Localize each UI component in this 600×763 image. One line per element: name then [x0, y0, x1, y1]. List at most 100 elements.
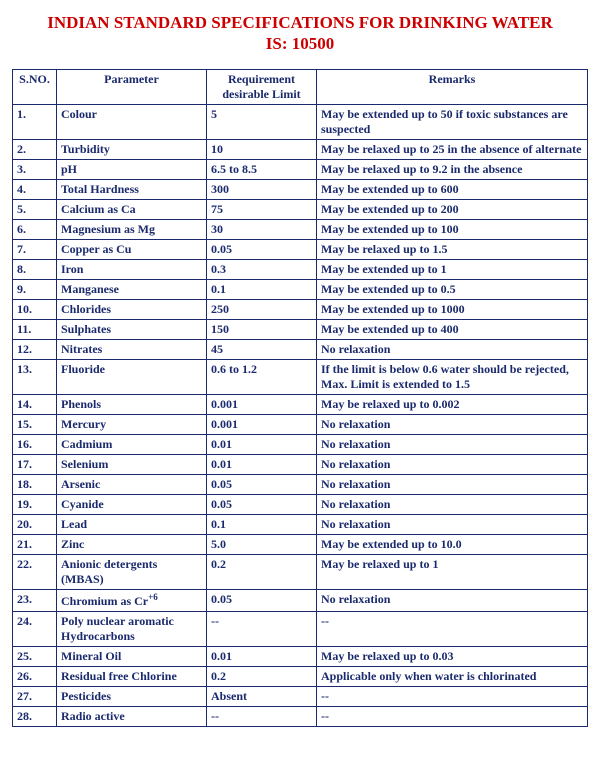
cell-parameter: Lead [57, 514, 207, 534]
cell-requirement: 0.2 [207, 666, 317, 686]
cell-requirement: 0.1 [207, 279, 317, 299]
cell-requirement: 0.05 [207, 589, 317, 611]
cell-requirement: 5 [207, 104, 317, 139]
cell-parameter: Fluoride [57, 359, 207, 394]
cell-remarks: May be extended up to 1000 [317, 299, 588, 319]
cell-remarks: May be extended up to 200 [317, 199, 588, 219]
cell-parameter: Zinc [57, 534, 207, 554]
table-row: 17.Selenium0.01No relaxation [13, 454, 588, 474]
cell-remarks: May be extended up to 600 [317, 179, 588, 199]
cell-sno: 8. [13, 259, 57, 279]
cell-remarks: No relaxation [317, 434, 588, 454]
table-row: 15.Mercury0.001No relaxation [13, 414, 588, 434]
cell-remarks: No relaxation [317, 514, 588, 534]
cell-requirement: 0.2 [207, 554, 317, 589]
table-header-row: S.NO. Parameter Requirement desirable Li… [13, 69, 588, 104]
table-row: 19.Cyanide0.05No relaxation [13, 494, 588, 514]
cell-sno: 2. [13, 139, 57, 159]
cell-remarks: No relaxation [317, 339, 588, 359]
cell-parameter: Poly nuclear aromatic Hydrocarbons [57, 611, 207, 646]
cell-parameter: Mineral Oil [57, 646, 207, 666]
cell-remarks: May be relaxed up to 25 in the absence o… [317, 139, 588, 159]
cell-parameter: Copper as Cu [57, 239, 207, 259]
cell-parameter: Cyanide [57, 494, 207, 514]
cell-requirement: 0.6 to 1.2 [207, 359, 317, 394]
cell-sno: 15. [13, 414, 57, 434]
cell-sno: 14. [13, 394, 57, 414]
cell-remarks: May be extended up to 10.0 [317, 534, 588, 554]
cell-parameter: Calcium as Ca [57, 199, 207, 219]
table-row: 5.Calcium as Ca75May be extended up to 2… [13, 199, 588, 219]
cell-sno: 20. [13, 514, 57, 534]
cell-parameter: Radio active [57, 706, 207, 726]
cell-parameter: Mercury [57, 414, 207, 434]
cell-requirement: 0.05 [207, 239, 317, 259]
table-row: 3.pH6.5 to 8.5May be relaxed up to 9.2 i… [13, 159, 588, 179]
table-row: 18.Arsenic0.05No relaxation [13, 474, 588, 494]
table-row: 21.Zinc5.0May be extended up to 10.0 [13, 534, 588, 554]
cell-sno: 23. [13, 589, 57, 611]
spec-table: S.NO. Parameter Requirement desirable Li… [12, 69, 588, 727]
title-line-2: IS: 10500 [266, 34, 334, 53]
cell-remarks: May be extended up to 100 [317, 219, 588, 239]
cell-parameter: Chromium as Cr+6 [57, 589, 207, 611]
cell-sno: 3. [13, 159, 57, 179]
cell-requirement: 0.1 [207, 514, 317, 534]
cell-requirement: Absent [207, 686, 317, 706]
header-parameter: Parameter [57, 69, 207, 104]
cell-remarks: No relaxation [317, 494, 588, 514]
cell-parameter: Total Hardness [57, 179, 207, 199]
cell-remarks: No relaxation [317, 414, 588, 434]
cell-requirement: 45 [207, 339, 317, 359]
cell-sno: 16. [13, 434, 57, 454]
cell-parameter: Chlorides [57, 299, 207, 319]
cell-requirement: 30 [207, 219, 317, 239]
cell-parameter: Selenium [57, 454, 207, 474]
cell-requirement: 0.01 [207, 646, 317, 666]
cell-sno: 24. [13, 611, 57, 646]
cell-requirement: 300 [207, 179, 317, 199]
cell-remarks: No relaxation [317, 454, 588, 474]
cell-parameter: Sulphates [57, 319, 207, 339]
table-row: 22.Anionic detergents (MBAS)0.2May be re… [13, 554, 588, 589]
table-row: 23.Chromium as Cr+60.05No relaxation [13, 589, 588, 611]
cell-parameter: Residual free Chlorine [57, 666, 207, 686]
table-row: 24.Poly nuclear aromatic Hydrocarbons---… [13, 611, 588, 646]
table-row: 2.Turbidity10May be relaxed up to 25 in … [13, 139, 588, 159]
header-remarks: Remarks [317, 69, 588, 104]
cell-sno: 19. [13, 494, 57, 514]
cell-requirement: 0.05 [207, 494, 317, 514]
cell-requirement: -- [207, 611, 317, 646]
table-row: 8.Iron0.3May be extended up to 1 [13, 259, 588, 279]
cell-requirement: 150 [207, 319, 317, 339]
table-row: 12.Nitrates45No relaxation [13, 339, 588, 359]
table-row: 6.Magnesium as Mg30May be extended up to… [13, 219, 588, 239]
cell-remarks: -- [317, 686, 588, 706]
cell-sno: 17. [13, 454, 57, 474]
cell-sno: 6. [13, 219, 57, 239]
table-row: 28.Radio active---- [13, 706, 588, 726]
cell-parameter: Magnesium as Mg [57, 219, 207, 239]
table-row: 20.Lead0.1No relaxation [13, 514, 588, 534]
cell-sno: 27. [13, 686, 57, 706]
cell-remarks: No relaxation [317, 589, 588, 611]
table-row: 1.Colour5May be extended up to 50 if tox… [13, 104, 588, 139]
cell-sno: 13. [13, 359, 57, 394]
cell-remarks: May be relaxed up to 1 [317, 554, 588, 589]
cell-requirement: 0.3 [207, 259, 317, 279]
cell-requirement: -- [207, 706, 317, 726]
cell-parameter: Turbidity [57, 139, 207, 159]
cell-parameter: Iron [57, 259, 207, 279]
cell-sno: 11. [13, 319, 57, 339]
cell-remarks: No relaxation [317, 474, 588, 494]
cell-sno: 10. [13, 299, 57, 319]
cell-remarks: May be extended up to 1 [317, 259, 588, 279]
cell-sno: 21. [13, 534, 57, 554]
cell-sno: 28. [13, 706, 57, 726]
cell-remarks: May be extended up to 400 [317, 319, 588, 339]
cell-requirement: 250 [207, 299, 317, 319]
cell-sno: 9. [13, 279, 57, 299]
cell-remarks: May be relaxed up to 1.5 [317, 239, 588, 259]
cell-requirement: 10 [207, 139, 317, 159]
table-row: 4.Total Hardness300May be extended up to… [13, 179, 588, 199]
